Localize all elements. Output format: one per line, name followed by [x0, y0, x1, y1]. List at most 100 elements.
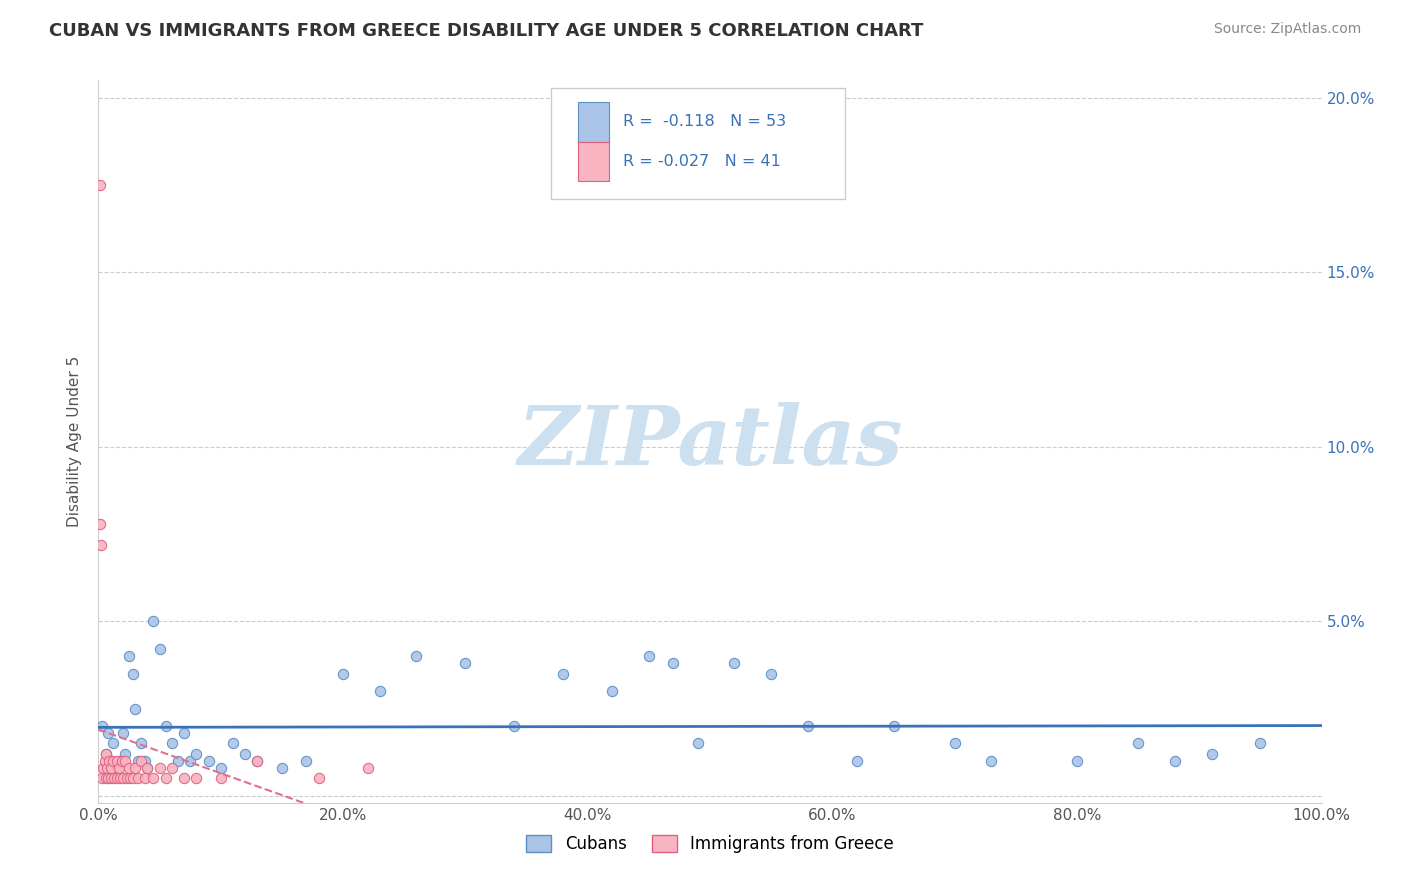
Point [1066, 754, 1088, 768]
Point [93, 754, 115, 768]
Point [121, 666, 143, 681]
Point [114, 747, 136, 761]
Point [142, 772, 165, 786]
Point [553, 666, 575, 681]
Point [129, 736, 152, 750]
Point [233, 747, 256, 761]
Point [186, 772, 208, 786]
Point [105, 761, 128, 775]
Point [222, 736, 245, 750]
Text: R = -0.027   N = 41: R = -0.027 N = 41 [623, 154, 782, 169]
Point [101, 754, 124, 768]
Point [179, 754, 201, 768]
FancyBboxPatch shape [551, 87, 845, 200]
Point [405, 649, 427, 664]
Point [332, 666, 354, 681]
Point [105, 772, 128, 786]
Point [105, 754, 128, 768]
Point [118, 761, 141, 775]
Point [308, 772, 330, 786]
Point [149, 761, 172, 775]
Point [97, 726, 120, 740]
Point [94, 747, 117, 761]
Text: R =  -0.118   N = 53: R = -0.118 N = 53 [623, 114, 786, 129]
Point [1128, 736, 1150, 750]
Point [160, 736, 183, 750]
Point [101, 736, 124, 750]
Point [124, 701, 146, 715]
Point [110, 754, 132, 768]
Point [127, 754, 149, 768]
Point [454, 656, 477, 670]
Point [121, 772, 143, 786]
Point [246, 754, 269, 768]
Point [118, 649, 141, 664]
Point [91, 761, 114, 775]
Point [98, 754, 121, 768]
Point [149, 642, 172, 657]
Point [173, 726, 195, 740]
Point [186, 747, 208, 761]
Point [980, 754, 1002, 768]
Text: CUBAN VS IMMIGRANTS FROM GREECE DISABILITY AGE UNDER 5 CORRELATION CHART: CUBAN VS IMMIGRANTS FROM GREECE DISABILI… [49, 22, 924, 40]
Point [600, 684, 623, 698]
Point [134, 772, 156, 786]
Point [124, 761, 146, 775]
Point [160, 761, 183, 775]
Point [91, 719, 114, 733]
Point [167, 754, 190, 768]
Point [89, 516, 111, 531]
Point [155, 719, 177, 733]
Point [155, 772, 177, 786]
Point [883, 719, 905, 733]
Point [797, 719, 820, 733]
Point [108, 761, 131, 775]
Point [89, 178, 111, 192]
Point [136, 761, 159, 775]
FancyBboxPatch shape [578, 142, 609, 181]
Point [1201, 747, 1223, 761]
Point [100, 754, 122, 768]
Point [136, 761, 159, 775]
Point [142, 615, 165, 629]
Point [1164, 754, 1187, 768]
Point [103, 772, 125, 786]
Point [111, 772, 134, 786]
Point [120, 772, 142, 786]
Point [686, 736, 709, 750]
Point [723, 656, 745, 670]
Point [114, 754, 136, 768]
Point [295, 754, 318, 768]
Legend: Cubans, Immigrants from Greece: Cubans, Immigrants from Greece [520, 828, 900, 860]
Point [111, 754, 134, 768]
Text: ZIPatlas: ZIPatlas [517, 401, 903, 482]
Point [209, 761, 232, 775]
Point [662, 656, 685, 670]
Point [270, 761, 294, 775]
Point [503, 719, 526, 733]
Point [111, 726, 134, 740]
Point [209, 772, 232, 786]
Point [246, 754, 269, 768]
Point [197, 754, 219, 768]
FancyBboxPatch shape [578, 102, 609, 142]
Point [637, 649, 661, 664]
Point [761, 666, 783, 681]
Point [100, 772, 122, 786]
Point [110, 772, 132, 786]
Text: Source: ZipAtlas.com: Source: ZipAtlas.com [1213, 22, 1361, 37]
Point [356, 761, 378, 775]
Point [845, 754, 868, 768]
Point [943, 736, 966, 750]
Point [134, 754, 156, 768]
Point [96, 761, 118, 775]
Y-axis label: Disability Age Under 5: Disability Age Under 5 [67, 356, 83, 527]
Point [90, 537, 112, 551]
Point [100, 761, 122, 775]
Point [97, 772, 120, 786]
Point [368, 684, 391, 698]
Point [173, 772, 195, 786]
Point [94, 772, 117, 786]
Point [91, 772, 114, 786]
Point [94, 747, 117, 761]
